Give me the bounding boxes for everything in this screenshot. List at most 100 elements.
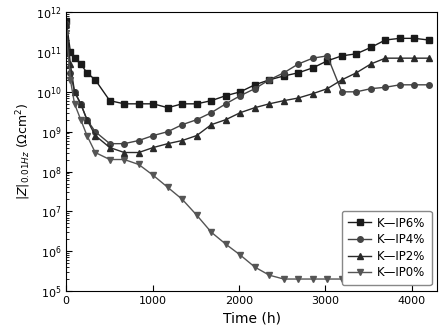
K—IP0%	[223, 242, 229, 246]
K—IP6%	[237, 90, 243, 94]
K—IP4%	[237, 94, 243, 98]
K—IP6%	[354, 52, 359, 56]
K—IP6%	[339, 54, 345, 58]
K—IP4%	[368, 87, 373, 91]
K—IP6%	[412, 36, 417, 40]
K—IP0%	[310, 277, 315, 281]
K—IP6%	[68, 50, 73, 54]
K—IP2%	[426, 56, 431, 60]
K—IP2%	[179, 139, 185, 143]
K—IP4%	[107, 142, 113, 146]
K—IP4%	[310, 56, 315, 60]
K—IP6%	[310, 66, 315, 70]
K—IP0%	[165, 185, 171, 189]
K—IP4%	[426, 83, 431, 87]
K—IP0%	[78, 118, 83, 122]
K—IP4%	[194, 118, 199, 122]
K—IP0%	[281, 277, 287, 281]
K—IP6%	[78, 62, 83, 66]
K—IP2%	[281, 99, 287, 103]
K—IP2%	[209, 123, 214, 127]
K—IP4%	[136, 139, 141, 143]
K—IP6%	[426, 38, 431, 42]
K—IP0%	[295, 277, 301, 281]
K—IP4%	[412, 83, 417, 87]
K—IP6%	[151, 102, 156, 106]
K—IP0%	[93, 151, 98, 155]
K—IP6%	[252, 83, 257, 87]
K—IP4%	[151, 133, 156, 137]
K—IP0%	[397, 277, 402, 281]
Line: K—IP2%: K—IP2%	[63, 22, 431, 155]
K—IP0%	[412, 277, 417, 281]
K—IP0%	[368, 277, 373, 281]
K—IP6%	[107, 99, 113, 103]
K—IP4%	[267, 78, 272, 82]
K—IP2%	[412, 56, 417, 60]
K—IP4%	[64, 22, 69, 26]
K—IP2%	[121, 151, 127, 155]
K—IP0%	[72, 102, 77, 106]
K—IP6%	[84, 71, 89, 75]
K—IP0%	[267, 273, 272, 277]
K—IP0%	[84, 133, 89, 137]
Line: K—IP0%: K—IP0%	[63, 30, 431, 282]
K—IP2%	[383, 56, 388, 60]
K—IP4%	[165, 130, 171, 134]
K—IP0%	[325, 277, 330, 281]
K—IP6%	[325, 59, 330, 63]
K—IP0%	[151, 173, 156, 177]
K—IP0%	[194, 213, 199, 217]
K—IP4%	[179, 123, 185, 127]
K—IP0%	[252, 265, 257, 269]
K—IP4%	[325, 54, 330, 58]
K—IP0%	[68, 78, 73, 82]
K—IP4%	[84, 118, 89, 122]
K—IP4%	[209, 111, 214, 115]
K—IP2%	[84, 118, 89, 122]
K—IP4%	[93, 130, 98, 134]
K—IP2%	[354, 71, 359, 75]
K—IP4%	[397, 83, 402, 87]
K—IP2%	[325, 87, 330, 91]
K—IP6%	[136, 102, 141, 106]
X-axis label: Time (h): Time (h)	[223, 311, 281, 325]
K—IP0%	[237, 253, 243, 257]
K—IP0%	[426, 277, 431, 281]
K—IP0%	[383, 277, 388, 281]
K—IP2%	[368, 62, 373, 66]
K—IP4%	[383, 85, 388, 89]
K—IP0%	[339, 277, 345, 281]
K—IP2%	[165, 142, 171, 146]
K—IP2%	[64, 22, 69, 26]
Y-axis label: $|Z|_{0.01Hz}$ ($\Omega$cm$^2$): $|Z|_{0.01Hz}$ ($\Omega$cm$^2$)	[15, 103, 33, 200]
K—IP6%	[72, 56, 77, 60]
K—IP0%	[354, 277, 359, 281]
K—IP6%	[209, 99, 214, 103]
Legend: K—IP6%, K—IP4%, K—IP2%, K—IP0%: K—IP6%, K—IP4%, K—IP2%, K—IP0%	[342, 211, 431, 285]
K—IP2%	[295, 96, 301, 100]
K—IP0%	[136, 163, 141, 166]
K—IP2%	[397, 56, 402, 60]
K—IP2%	[194, 133, 199, 137]
K—IP6%	[397, 36, 402, 40]
K—IP2%	[93, 133, 98, 137]
K—IP6%	[383, 38, 388, 42]
K—IP2%	[237, 111, 243, 115]
K—IP4%	[295, 62, 301, 66]
K—IP4%	[281, 71, 287, 75]
K—IP4%	[121, 142, 127, 146]
K—IP2%	[136, 151, 141, 155]
K—IP6%	[281, 74, 287, 78]
K—IP6%	[165, 106, 171, 110]
K—IP2%	[223, 118, 229, 122]
K—IP2%	[68, 62, 73, 66]
K—IP6%	[295, 71, 301, 75]
K—IP4%	[78, 102, 83, 106]
K—IP2%	[310, 92, 315, 96]
K—IP6%	[368, 45, 373, 49]
K—IP6%	[267, 78, 272, 82]
K—IP0%	[107, 158, 113, 162]
K—IP2%	[78, 102, 83, 106]
Line: K—IP6%: K—IP6%	[63, 18, 431, 111]
